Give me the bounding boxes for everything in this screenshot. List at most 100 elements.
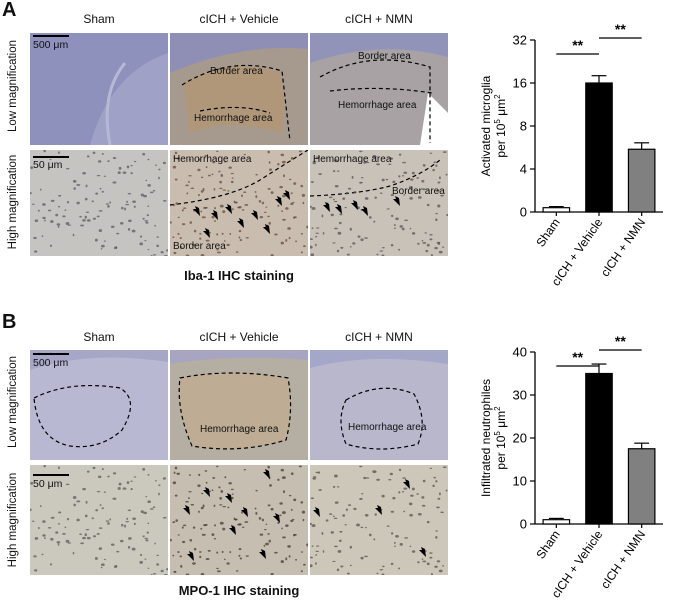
arrowhead-icon bbox=[211, 210, 218, 220]
bar-chart-microglia: 0 4 8 16 32 Activated microglia per 105 μm2 Sha… bbox=[479, 21, 663, 288]
arrowhead-icon bbox=[203, 487, 210, 497]
panel-caption-a: Iba-1 IHC staining bbox=[184, 268, 294, 283]
row-label-low: Low magnification bbox=[7, 355, 19, 449]
y-tick-label: 16 bbox=[513, 76, 527, 91]
y-tick-label: 10 bbox=[513, 474, 527, 489]
column-label-nmn: cICH + NMN bbox=[345, 330, 413, 344]
arrowhead-icon bbox=[275, 196, 282, 206]
region-label: Border area bbox=[210, 66, 263, 77]
arrowhead-icon bbox=[241, 507, 248, 517]
column-label-nmn: cICH + NMN bbox=[345, 12, 413, 26]
arrowhead-icon bbox=[193, 206, 200, 216]
micrograph-a-high-nmn: Hemorrhage area Border area bbox=[310, 150, 448, 256]
region-label: Hemorrhage area bbox=[338, 100, 417, 111]
y-tick-label: 0 bbox=[520, 205, 527, 220]
column-label-sham: Sham bbox=[83, 12, 115, 26]
scale-bar-label: 50 μm bbox=[33, 478, 63, 490]
x-tick-label: cICH + NMN bbox=[598, 528, 648, 591]
region-label: Hemorrhage area bbox=[200, 424, 279, 435]
arrowhead-icon bbox=[187, 551, 194, 561]
significance-label: ** bbox=[615, 333, 626, 349]
y-tick-label: 0 bbox=[520, 517, 527, 532]
y-axis-label: Activated microglia bbox=[479, 75, 493, 176]
bar bbox=[585, 82, 613, 213]
x-tick-label: Sham bbox=[533, 216, 562, 250]
micrograph-b-low-sham: 500 μm bbox=[30, 350, 168, 460]
micrograph-b-low-vehicle: Hemorrhage area bbox=[170, 350, 308, 460]
arrowhead-icon bbox=[351, 200, 358, 210]
y-tick-label: 8 bbox=[520, 119, 527, 134]
row-label-low: Low magnification bbox=[7, 39, 19, 133]
y-tick-label: 30 bbox=[513, 388, 527, 403]
panel-letter-b: B bbox=[2, 311, 17, 333]
arrowhead-icon bbox=[229, 525, 236, 535]
arrowhead-icon bbox=[313, 507, 320, 517]
micrograph-b-high-vehicle bbox=[170, 465, 308, 575]
column-label-vehicle: cICH + Vehicle bbox=[199, 330, 279, 344]
arrowhead-icon bbox=[419, 547, 426, 557]
arrowhead-icon bbox=[237, 218, 244, 228]
region-label: Hemorrhage area bbox=[348, 422, 427, 433]
y-axis-label: per 105 μm2 bbox=[493, 94, 508, 158]
y-tick-label: 32 bbox=[513, 33, 527, 48]
micrograph-a-low-sham: 500 μm bbox=[30, 33, 168, 145]
micrograph-b-high-nmn bbox=[310, 465, 448, 575]
bar bbox=[542, 519, 571, 525]
region-label: Border area bbox=[392, 186, 445, 197]
y-tick-label: 20 bbox=[513, 431, 527, 446]
arrowhead-icon bbox=[403, 479, 410, 489]
arrowhead-icon bbox=[259, 549, 266, 559]
panel-letter-a: A bbox=[2, 0, 17, 21]
column-label-vehicle: cICH + Vehicle bbox=[199, 12, 279, 26]
arrowhead-icon bbox=[361, 206, 368, 216]
bar bbox=[627, 448, 656, 525]
scale-bar bbox=[33, 156, 69, 158]
region-label: Hemorrhage area bbox=[313, 154, 392, 165]
significance-label: ** bbox=[615, 21, 626, 37]
arrowhead-icon bbox=[375, 505, 382, 515]
arrowhead-icon bbox=[263, 469, 270, 479]
arrowhead-icon bbox=[251, 210, 258, 220]
micrograph-a-low-nmn: Border area Hemorrhage area bbox=[310, 33, 448, 145]
y-tick-label: 40 bbox=[513, 345, 527, 360]
y-tick-label: 4 bbox=[520, 162, 527, 177]
y-axis-label: per 105 μm2 bbox=[493, 406, 508, 470]
y-axis-label: Infiltrated neutrophiles bbox=[479, 379, 493, 497]
arrowhead-icon bbox=[225, 204, 232, 214]
bar-chart-neutrophiles: 0 10 20 30 40 Infiltrated neutrophiles per 105… bbox=[479, 333, 663, 600]
micrograph-b-high-sham: 50 μm bbox=[30, 465, 168, 575]
scale-bar-label: 500 μm bbox=[33, 39, 69, 51]
bar bbox=[585, 372, 613, 525]
arrowhead-icon bbox=[393, 196, 400, 206]
scale-bar bbox=[33, 353, 69, 355]
row-label-high: High magnification bbox=[7, 154, 19, 250]
arrowhead-icon bbox=[203, 228, 210, 238]
micrograph-a-high-vehicle: Hemorrhage area Border area bbox=[170, 150, 308, 256]
arrowhead-icon bbox=[323, 202, 330, 212]
arrowhead-icon bbox=[183, 505, 190, 515]
bar bbox=[542, 207, 571, 213]
row-label-high: High magnification bbox=[7, 472, 19, 568]
scale-bar bbox=[33, 35, 69, 37]
chart-b: 0 10 20 30 40 Infiltrated neutrophiles per 105… bbox=[455, 330, 675, 601]
scale-bar-label: 500 μm bbox=[33, 357, 69, 369]
region-label: Hemorrhage area bbox=[194, 113, 273, 124]
arrowhead-icon bbox=[263, 224, 270, 234]
region-label: Border area bbox=[173, 241, 226, 252]
arrowhead-icon bbox=[273, 513, 280, 523]
arrowhead-icon bbox=[225, 493, 232, 503]
panel-caption-b: MPO-1 IHC staining bbox=[178, 583, 300, 598]
x-tick-label: cICH + NMN bbox=[598, 216, 648, 279]
significance-label: ** bbox=[572, 37, 583, 53]
scale-bar bbox=[33, 474, 69, 476]
micrograph-b-low-nmn: Hemorrhage area bbox=[310, 350, 448, 460]
x-tick-label: Sham bbox=[533, 528, 562, 562]
chart-a: 0 4 8 16 32 Activated microglia per 105 μm2 Sha… bbox=[455, 10, 675, 310]
region-label: Border area bbox=[358, 51, 411, 62]
arrowhead-icon bbox=[335, 204, 342, 214]
micrograph-a-low-vehicle: Border area Hemorrhage area bbox=[170, 33, 308, 145]
significance-label: ** bbox=[572, 349, 583, 365]
bar bbox=[627, 148, 656, 213]
region-label: Hemorrhage area bbox=[173, 154, 252, 165]
micrograph-a-high-sham: 50 μm bbox=[30, 150, 168, 256]
